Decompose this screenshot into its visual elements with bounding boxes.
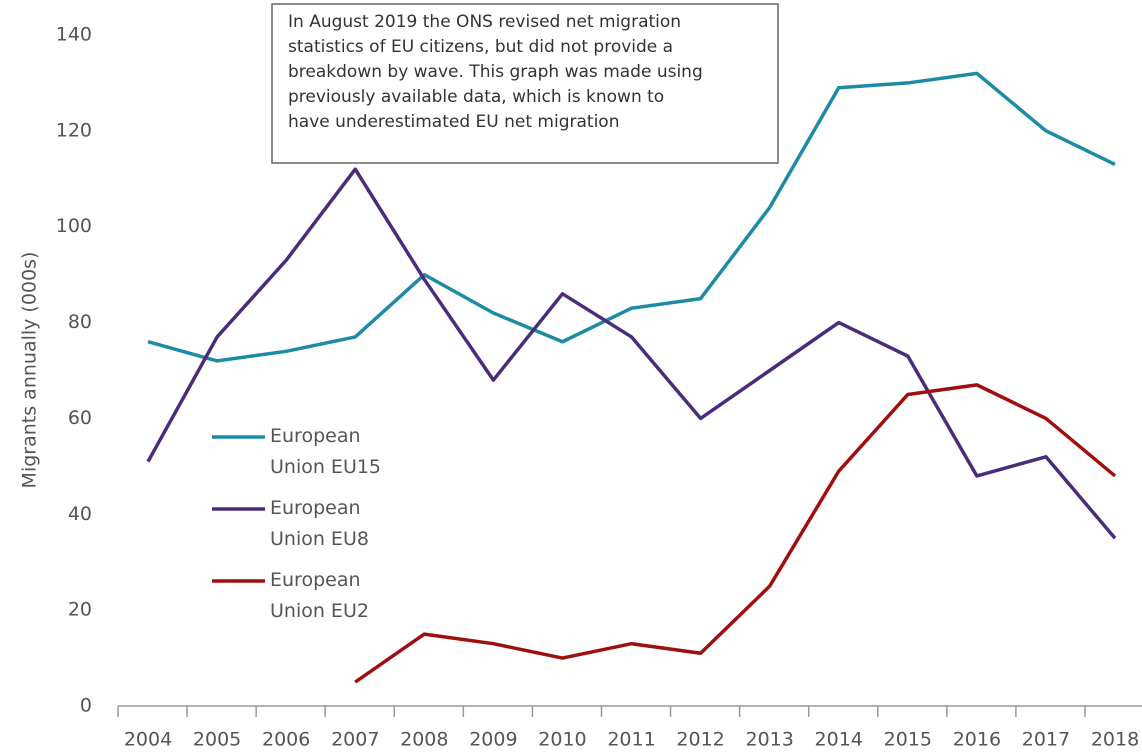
annotation-box bbox=[271, 3, 779, 164]
annotation-text: breakdown by wave. This graph was made u… bbox=[288, 62, 703, 82]
x-tick-label: 2009 bbox=[469, 729, 517, 751]
annotation-text: In August 2019 the ONS revised net migra… bbox=[288, 12, 681, 32]
y-tick-label: 100 bbox=[56, 215, 92, 237]
x-tick-label: 2018 bbox=[1091, 729, 1139, 751]
y-axis-label: Migrants annually (000s) bbox=[19, 252, 41, 489]
x-tick-label: 2011 bbox=[607, 729, 655, 751]
x-tick-label: 2013 bbox=[745, 729, 793, 751]
x-tick-label: 2006 bbox=[262, 729, 310, 751]
y-tick-label: 60 bbox=[68, 407, 92, 429]
series-line bbox=[354, 383, 1117, 684]
x-tick-label: 2016 bbox=[953, 729, 1001, 751]
legend-label: European Union EU15 bbox=[270, 425, 382, 478]
x-tick-label: 2014 bbox=[815, 729, 863, 751]
y-tick-label: 120 bbox=[56, 119, 92, 141]
x-tick-label: 2010 bbox=[538, 729, 586, 751]
x-tick-label: 2008 bbox=[400, 729, 448, 751]
annotation-text: have underestimated EU net migration bbox=[288, 112, 619, 132]
y-tick-label: 80 bbox=[68, 311, 92, 333]
annotation-text: statistics of EU citizens, but did not p… bbox=[288, 37, 673, 57]
legend-label: European Union EU2 bbox=[270, 569, 369, 622]
x-tick-label: 2015 bbox=[884, 729, 932, 751]
x-tick-label: 2012 bbox=[676, 729, 724, 751]
y-tick-label: 140 bbox=[56, 24, 92, 46]
y-tick-label: 20 bbox=[68, 599, 92, 621]
annotation-text: previously available data, which is know… bbox=[288, 87, 664, 107]
series-line bbox=[147, 71, 1116, 363]
x-tick-label: 2005 bbox=[193, 729, 241, 751]
y-tick-label: 40 bbox=[68, 503, 92, 525]
legend-label: European Union EU8 bbox=[270, 497, 369, 550]
x-tick-label: 2007 bbox=[331, 729, 379, 751]
series-line bbox=[146, 167, 1117, 540]
x-tick-label: 2004 bbox=[124, 729, 172, 751]
x-tick-label: 2017 bbox=[1022, 729, 1070, 751]
y-tick-label: 0 bbox=[80, 695, 92, 717]
